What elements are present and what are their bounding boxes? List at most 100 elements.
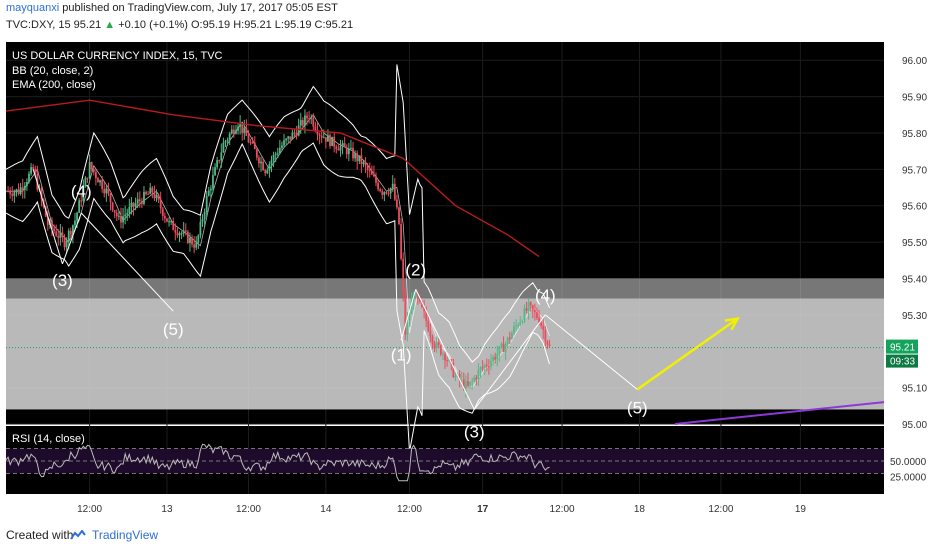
legend-bb[interactable]: BB (20, close, 2): [12, 65, 93, 77]
candle-body: [214, 167, 216, 176]
price-tick-label: 95.10: [902, 384, 927, 395]
candle-body: [517, 325, 520, 327]
candle-body: [109, 193, 112, 203]
candle-body: [410, 300, 413, 315]
candle-body: [471, 380, 474, 382]
tradingview-brand: TradingView: [92, 528, 159, 542]
candle-body: [9, 191, 12, 194]
candle-body: [431, 336, 434, 344]
candle-body: [322, 137, 325, 139]
candle-body: [247, 135, 250, 143]
candle-body: [467, 381, 469, 386]
candle-body: [458, 373, 461, 381]
candle-body: [237, 126, 239, 131]
candle-body: [462, 379, 465, 389]
tradingview-logo[interactable]: TradingView: [70, 528, 158, 542]
candle-body: [531, 305, 534, 311]
candle-body: [297, 125, 300, 136]
candle-body: [63, 237, 66, 248]
candle-body: [174, 230, 177, 233]
candle-body: [310, 117, 313, 119]
candle-body: [84, 177, 87, 188]
candle-body: [92, 168, 95, 173]
rsi-tick-label: 25.0000: [890, 473, 927, 484]
candle-body: [314, 126, 317, 131]
candle-body: [308, 118, 311, 120]
candle-body: [496, 353, 499, 360]
bar-timer-badge: [886, 354, 918, 368]
candle-body: [262, 161, 265, 171]
candle-body: [147, 193, 150, 195]
candle-body: [65, 240, 68, 248]
candles: [7, 109, 551, 398]
publish-line: mayquanxi published on TradingView.com, …: [6, 2, 338, 14]
candle-body: [285, 138, 288, 141]
candle-body: [536, 312, 538, 318]
legend-rsi[interactable]: RSI (14, close): [12, 433, 85, 445]
candle-body: [548, 344, 551, 346]
candle-body: [475, 377, 478, 380]
candle-body: [166, 218, 168, 222]
candle-body: [343, 143, 346, 148]
wave-line: [545, 314, 638, 390]
candle-body: [525, 308, 528, 311]
wave-label: (2): [405, 260, 426, 279]
candle-body: [544, 329, 547, 342]
candle-body: [312, 117, 315, 127]
time-tick-label: 12:00: [550, 504, 575, 515]
candle-body: [251, 142, 254, 144]
candle-body: [446, 360, 448, 362]
candle-body: [228, 133, 231, 140]
candle-body: [427, 320, 430, 331]
candle-body: [101, 180, 104, 190]
candle-body: [124, 214, 127, 217]
candle-body: [406, 320, 409, 335]
candle-body: [316, 130, 319, 135]
candle-body: [189, 237, 191, 243]
candle-body: [94, 172, 97, 179]
candle-body: [69, 230, 72, 235]
legend-ema[interactable]: EMA (200, close): [12, 79, 96, 91]
projection-arrow-head: [724, 316, 741, 331]
candle-body: [502, 343, 505, 352]
price-tick-label: 95.40: [902, 274, 927, 285]
wave-label: (4): [535, 286, 556, 305]
candle-body: [513, 326, 515, 334]
candle-body: [485, 365, 488, 367]
candle-body: [540, 322, 543, 326]
candle-body: [521, 321, 524, 323]
candle-body: [400, 224, 402, 259]
symbol-label: TVC:DXY, 15: [6, 19, 71, 31]
candle-body: [7, 191, 9, 193]
candle-body: [421, 301, 423, 308]
time-tick-label: 12:00: [236, 504, 261, 515]
candle-body: [178, 233, 181, 236]
price-tick-label: 96.00: [902, 56, 927, 67]
candle-body: [61, 232, 64, 238]
candle-body: [23, 185, 26, 190]
candle-body: [358, 155, 361, 162]
candle-body: [523, 308, 526, 322]
candle-body: [289, 136, 292, 140]
candle-body: [168, 221, 170, 223]
candle-body: [161, 208, 164, 217]
candle-body: [437, 341, 440, 346]
candle-body: [412, 297, 415, 301]
candle-body: [59, 232, 62, 238]
candle-body: [393, 183, 396, 200]
candle-body: [379, 189, 382, 192]
candle-body: [533, 310, 536, 313]
candle-body: [304, 115, 306, 126]
last-price: 95.21: [73, 19, 102, 31]
candle-body: [176, 232, 179, 236]
candle-body: [26, 182, 28, 186]
candle-body: [220, 152, 223, 161]
candle-body: [295, 132, 298, 136]
candle-body: [170, 221, 173, 223]
author-link[interactable]: mayquanxi: [6, 2, 60, 14]
candle-body: [498, 346, 501, 354]
price-chart[interactable]: (3) (4) (5) (1) (2) (3) (4) (5) 96.00 95.90 95.80…: [0, 38, 932, 518]
candle-body: [444, 353, 446, 361]
candle-body: [381, 191, 384, 195]
candle-body: [53, 228, 55, 232]
